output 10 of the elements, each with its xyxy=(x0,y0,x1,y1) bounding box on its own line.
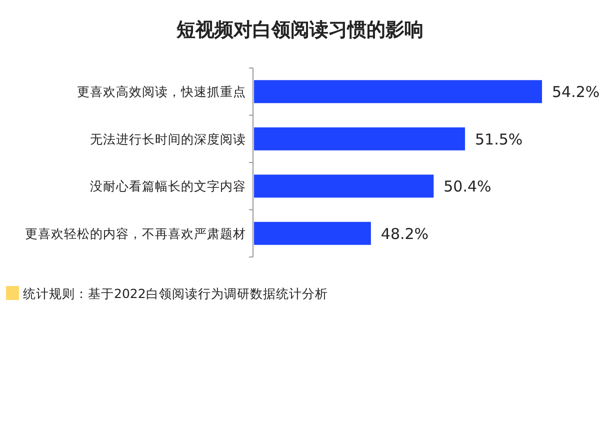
data-label: 50.4% xyxy=(444,178,492,196)
y-tick-label: 更喜欢高效阅读，快速抓重点 xyxy=(77,84,246,100)
data-label: 48.2% xyxy=(380,224,429,243)
chart-title: 短视频对白领阅读习惯的影响 xyxy=(176,19,424,41)
y-tick-label: 无法进行长时间的深度阅读 xyxy=(90,131,246,146)
y-tick-label: 没耐心看篇幅长的文字内容 xyxy=(90,178,246,194)
data-label: 54.2% xyxy=(552,83,600,102)
text: 统计规则：基于2022白领阅读行为调研数据统计分析 xyxy=(23,286,328,301)
data-label: 51.5% xyxy=(475,130,523,148)
y-tick-label: 更喜欢轻松的内容，不再喜欢严肃题材 xyxy=(25,226,246,241)
